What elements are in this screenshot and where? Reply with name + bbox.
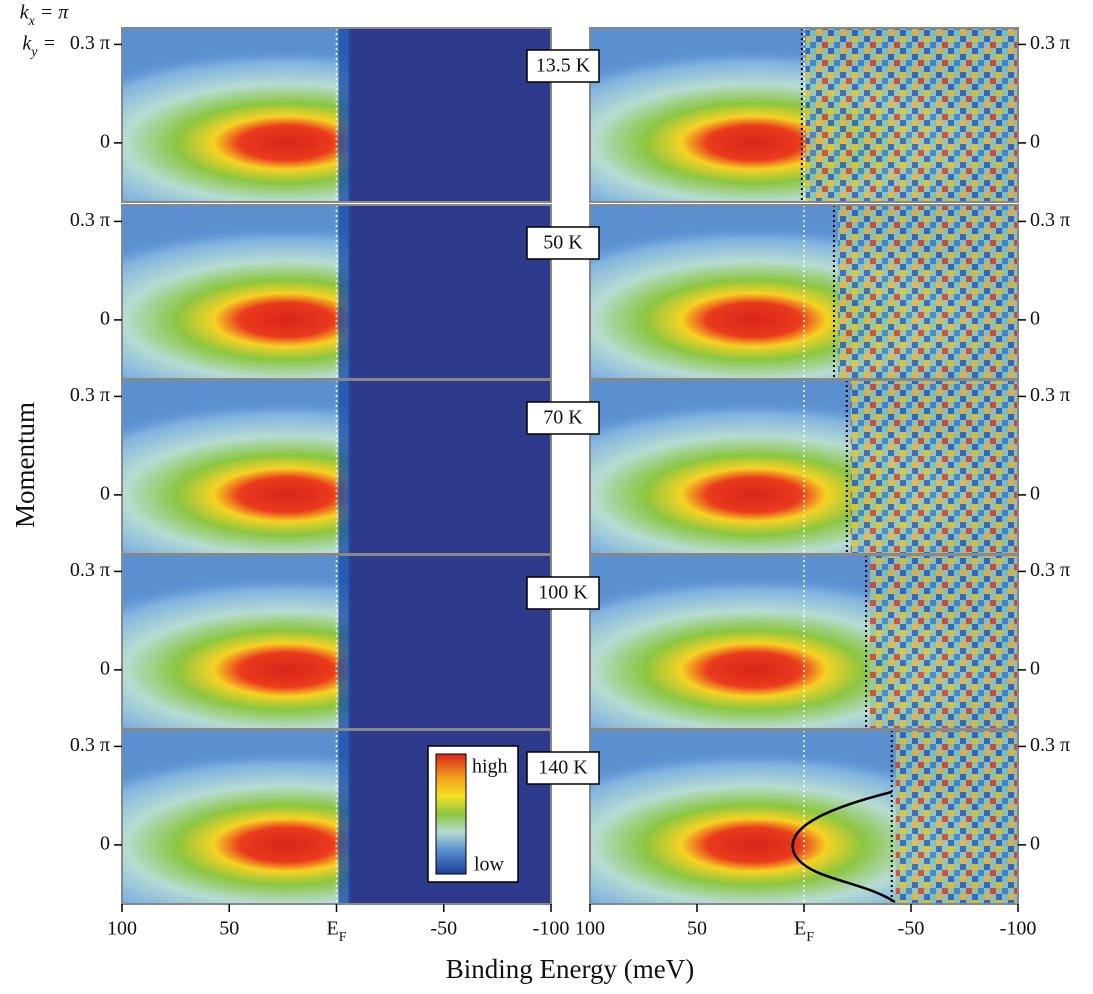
x-tick-label: -100: [533, 918, 570, 940]
colorbar-low: low: [474, 854, 505, 876]
edge-band: [338, 730, 351, 904]
noise: [837, 205, 1018, 379]
x-tick-label: -100: [1000, 918, 1037, 940]
y-tick-label: 0.3 π: [1030, 209, 1070, 231]
noise: [850, 380, 1018, 554]
temperature-label: 50 K: [543, 232, 583, 254]
y-tick-label: 0: [1030, 482, 1040, 504]
y-tick-label: 0: [100, 130, 110, 152]
y-tick-label: 0: [1030, 832, 1040, 854]
temperature-label: 140 K: [538, 757, 588, 779]
x-tick-label: 100: [575, 918, 605, 940]
y-tick-label: 0.3 π: [70, 734, 110, 756]
temperature-box: [526, 751, 600, 785]
y-axis-label: Momentum: [10, 402, 40, 528]
edge-band: [338, 205, 351, 379]
y-tick-label: 0.3 π: [1030, 384, 1070, 406]
temperature-label: 100 K: [538, 582, 588, 604]
panel-frame: [589, 27, 1019, 203]
temperature-box: [526, 49, 600, 83]
edge-band: [338, 28, 351, 202]
y-tick-label: 0: [100, 832, 110, 854]
empty-states: [348, 28, 551, 202]
x-axis-label: Binding Energy (meV): [446, 954, 694, 984]
panel: [590, 555, 1018, 729]
x-tick-label: 50: [219, 918, 239, 940]
temperature-box: [526, 226, 600, 260]
y-tick-label: 0: [1030, 130, 1040, 152]
panel: [122, 28, 551, 202]
y-tick-label: 0: [100, 482, 110, 504]
temperature-label: 13.5 K: [536, 55, 591, 77]
temperature-box: [526, 576, 600, 610]
y-tick-label: 0.3 π: [70, 209, 110, 231]
panel-frame: [121, 27, 552, 203]
edge-band: [338, 380, 351, 554]
y-tick-label: 0.3 π: [70, 32, 110, 54]
y-tick-label: 0: [100, 657, 110, 679]
kx-label: kx = π: [20, 2, 70, 29]
y-tick-label: 0: [1030, 307, 1040, 329]
x-tick-label: EF: [794, 918, 814, 945]
empty-states: [348, 380, 551, 554]
temperature-label: 70 K: [543, 407, 583, 429]
plots: 0.3 π 0 0.3 π 0 13.5 K 0.3 π 0 0.3 π 0 50 K 0.3 π 0…: [70, 27, 1070, 945]
temperature-box: [526, 401, 600, 435]
edge-band: [338, 555, 351, 729]
empty-states: [348, 205, 551, 379]
x-tick-label: -50: [430, 918, 457, 940]
panel: [122, 205, 551, 379]
y-tick-label: 0.3 π: [70, 384, 110, 406]
colorbar-high: high: [472, 756, 508, 778]
y-tick-label: 0.3 π: [1030, 559, 1070, 581]
y-tick-label: 0: [1030, 657, 1040, 679]
noise: [870, 555, 1018, 729]
y-tick-label: 0.3 π: [1030, 32, 1070, 54]
dispersion-curve: [791, 790, 896, 904]
noise: [805, 28, 1018, 202]
y-tick-label: 0.3 π: [70, 559, 110, 581]
x-tick-label: 50: [687, 918, 707, 940]
y-tick-label: 0.3 π: [1030, 734, 1070, 756]
x-tick-label: EF: [326, 918, 346, 945]
noise: [895, 730, 1018, 904]
empty-states: [348, 555, 551, 729]
x-tick-label: 100: [107, 918, 137, 940]
ky-label: ky =: [22, 33, 56, 60]
y-tick-label: 0: [100, 307, 110, 329]
x-tick-label: -50: [898, 918, 925, 940]
colorbar: [435, 753, 467, 875]
